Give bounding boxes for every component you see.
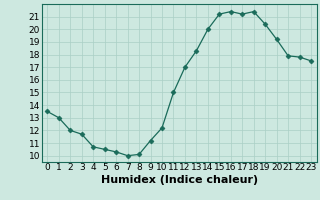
X-axis label: Humidex (Indice chaleur): Humidex (Indice chaleur) [100, 175, 258, 185]
